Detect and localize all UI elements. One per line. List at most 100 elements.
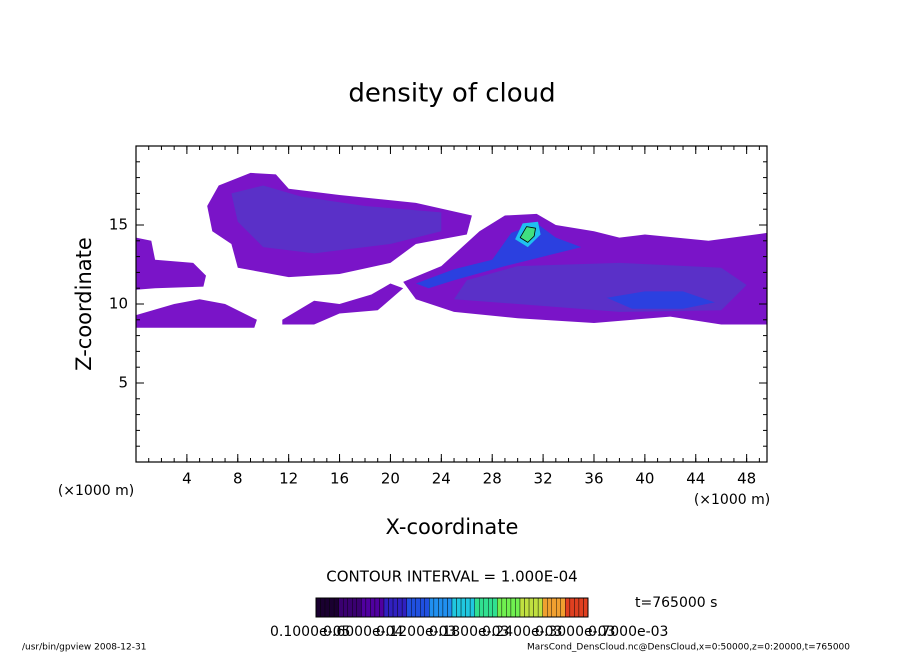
colorbar-cell: [533, 597, 539, 618]
colorbar-cell: [329, 597, 335, 618]
colorbar-cell: [447, 597, 453, 618]
footer-right: MarsCond_DensCloud.nc@DensCloud,x=0:5000…: [527, 643, 850, 653]
colorbar-cell: [537, 597, 543, 618]
colorbar-cell: [469, 597, 475, 618]
x-tick-label: 12: [279, 470, 298, 488]
colorbar-cell: [397, 597, 403, 618]
contour-region: [136, 237, 206, 290]
colorbar-cell: [424, 597, 430, 618]
contour-region: [231, 185, 442, 254]
colorbar-cell: [356, 597, 362, 618]
colorbar-cell: [352, 597, 357, 618]
colorbar-cell: [429, 597, 435, 618]
colorbar-cell: [528, 597, 534, 618]
colorbar-cell: [519, 597, 525, 618]
y-tick-label: 15: [109, 216, 128, 234]
colorbar-cell: [379, 597, 385, 618]
colorbar-cell: [320, 597, 326, 618]
y-axis-label: Z-coordinate: [72, 237, 96, 371]
colorbar-cell: [365, 597, 371, 618]
x-tick-label: 44: [686, 470, 705, 488]
x-tick-label: 24: [432, 470, 451, 488]
colorbar-cell: [497, 597, 503, 618]
colorbar-cell: [506, 597, 512, 618]
x-tick-label: 20: [381, 470, 400, 488]
colorbar-label: 0.3000e-03: [535, 624, 615, 640]
colorbar-cell: [578, 597, 584, 618]
colorbar-cell: [574, 597, 580, 618]
contour-region: [606, 291, 715, 309]
x-tick-label: 28: [483, 470, 502, 488]
colorbar-cell: [479, 597, 484, 618]
x-tick-label: 8: [233, 470, 243, 488]
contour-region: [282, 283, 404, 325]
colorbar-cell: [465, 597, 471, 618]
colorbar-label: 0.2400e-03: [482, 624, 562, 640]
colorbar-cell: [515, 597, 521, 618]
time-label: t=765000 s: [635, 595, 717, 611]
colorbar-cell: [433, 597, 439, 618]
colorbar-label: 0.6000e-04: [323, 624, 404, 640]
colorbar-cell: [542, 597, 548, 618]
x-tick-label: 40: [635, 470, 654, 488]
colorbar-cell: [456, 597, 462, 618]
colorbar-cell: [569, 597, 575, 618]
colorbar-cell: [492, 597, 498, 618]
colorbar-cell: [406, 597, 412, 618]
colorbar-cell: [488, 597, 493, 618]
colorbar-cell: [483, 597, 489, 618]
contour-region: [415, 223, 582, 289]
colorbar-frame: [315, 597, 589, 618]
contour-interval: CONTOUR INTERVAL = 1.000E-04: [326, 568, 577, 586]
colorbar-cell: [374, 597, 380, 618]
colorbar-cell: [560, 597, 566, 618]
colorbar-label: 0.1200e-03: [376, 624, 456, 640]
x-tick-label: 4: [182, 470, 192, 488]
contour-region: [136, 299, 257, 328]
colorbar-label: 0.1000e-05: [270, 624, 350, 640]
colorbar-cell: [501, 597, 507, 618]
colorbar-cell: [583, 597, 589, 618]
chart-title: density of cloud: [348, 79, 555, 109]
x-tick-label: 36: [584, 470, 603, 488]
colorbar-cell: [556, 597, 561, 618]
colorbar-cell: [333, 597, 339, 618]
colorbar-cell: [338, 597, 344, 618]
colorbar-cell: [370, 597, 376, 618]
colorbar-cell: [460, 597, 466, 618]
x-axis-label: X-coordinate: [386, 515, 519, 539]
colorbar-cell: [420, 597, 425, 618]
colorbar-cell: [524, 597, 530, 618]
colorbar-cell: [315, 597, 321, 618]
colorbar-cell: [392, 597, 398, 618]
colorbar-cell: [388, 597, 394, 618]
colorbar-cell: [474, 597, 480, 618]
colorbar-cell: [411, 597, 416, 618]
colorbar-label: 0.1800e-03: [429, 624, 509, 640]
colorbar-cell: [547, 597, 552, 618]
x-tick-label: 16: [330, 470, 349, 488]
colorbar-cell: [442, 597, 448, 618]
colorbar-cell: [347, 597, 353, 618]
x-tick-label: 32: [534, 470, 553, 488]
colorbar-cell: [361, 597, 367, 618]
colorbar-cell: [565, 597, 571, 618]
x-tick-label: 48: [737, 470, 756, 488]
footer-left: /usr/bin/gpview 2008-12-31: [22, 643, 146, 653]
colorbar-cell: [343, 597, 348, 618]
colorbar-label: 0.7000e-03: [588, 624, 668, 640]
colorbar-cell: [383, 597, 389, 618]
x-unit: (×1000 m): [694, 492, 770, 508]
contour-region: [519, 226, 536, 243]
colorbar-cell: [510, 597, 516, 618]
colorbar-cell: [324, 597, 330, 618]
colorbar-cell: [401, 597, 407, 618]
y-tick-label: 5: [118, 374, 128, 392]
colorbar-cell: [415, 597, 421, 618]
colorbar-cell: [551, 597, 557, 618]
y-tick-label: 10: [109, 295, 128, 313]
colorbar-cell: [451, 597, 457, 618]
colorbar-cell: [438, 597, 444, 618]
y-unit: (×1000 m): [58, 483, 134, 499]
